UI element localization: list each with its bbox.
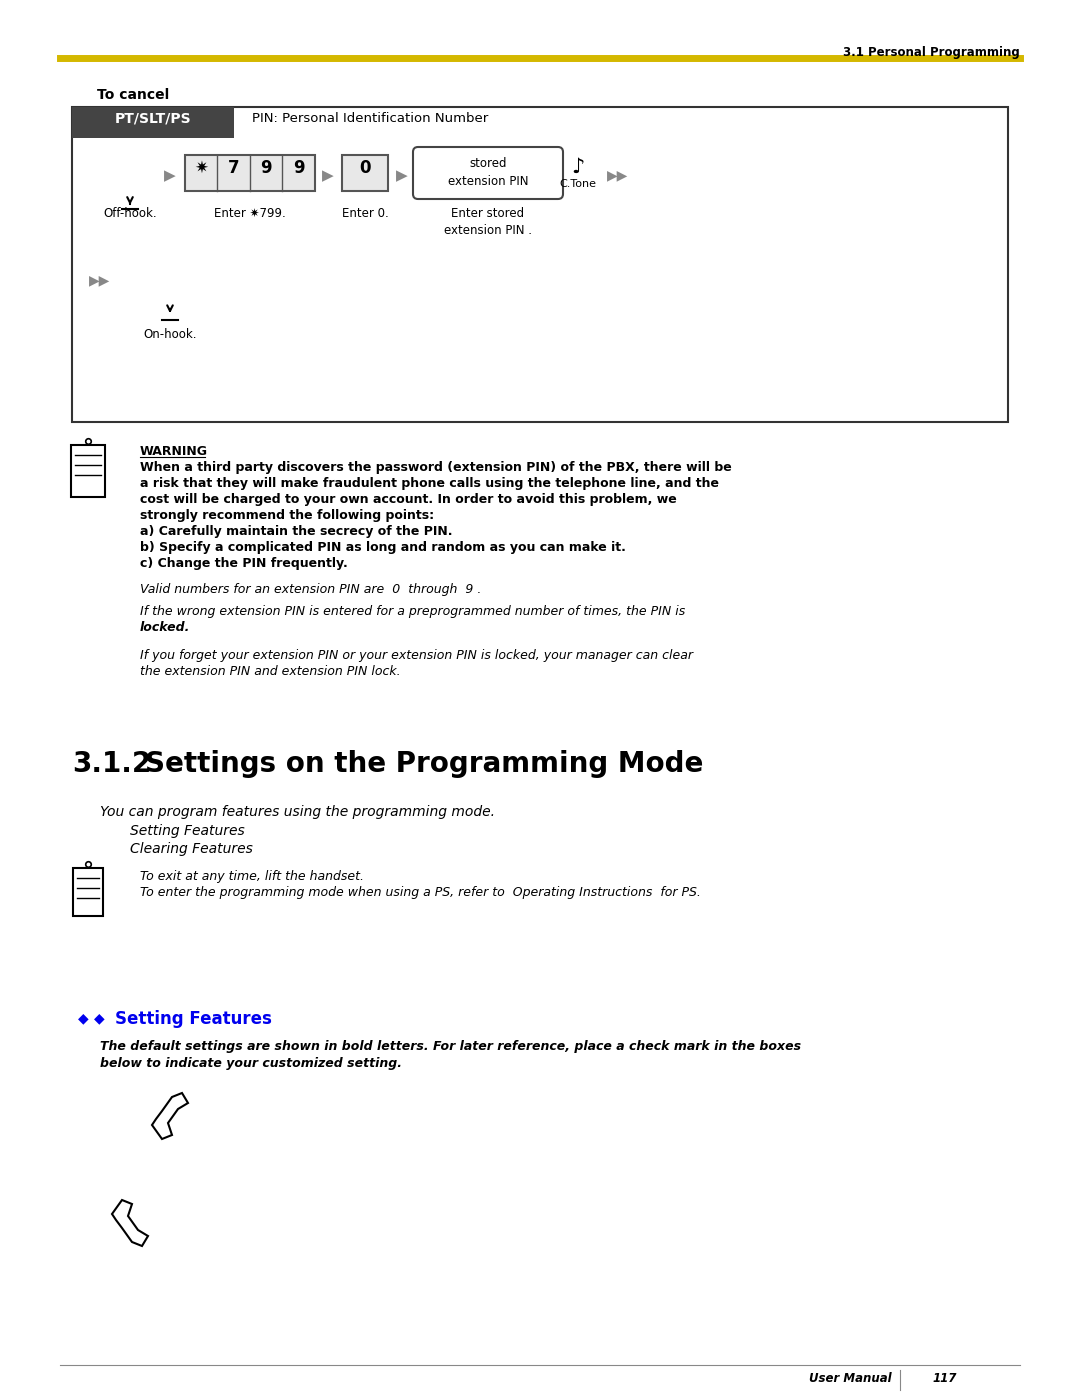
Text: 117: 117: [933, 1372, 957, 1384]
Text: a) Carefully maintain the secrecy of the PIN.: a) Carefully maintain the secrecy of the…: [140, 525, 453, 538]
Text: Enter stored
extension PIN .: Enter stored extension PIN .: [444, 207, 532, 237]
Text: below to indicate your customized setting.: below to indicate your customized settin…: [100, 1058, 402, 1070]
Bar: [72, 108, 1008, 422]
Text: To exit at any time, lift the handset.: To exit at any time, lift the handset.: [140, 870, 364, 883]
Text: PT/SLT/PS: PT/SLT/PS: [114, 112, 191, 126]
FancyBboxPatch shape: [413, 147, 563, 198]
Text: 0: 0: [360, 159, 370, 177]
Text: 9: 9: [260, 159, 272, 177]
Text: Enter ✷799.: Enter ✷799.: [214, 207, 286, 219]
Text: If you forget your extension PIN or your extension PIN is locked, your manager c: If you forget your extension PIN or your…: [140, 650, 693, 662]
Text: Setting Features: Setting Features: [130, 824, 245, 838]
Text: 9: 9: [293, 159, 305, 177]
Bar: [73, 868, 103, 916]
Text: If the wrong extension PIN is entered for a preprogrammed number of times, the P: If the wrong extension PIN is entered fo…: [140, 605, 685, 617]
Text: C.Tone: C.Tone: [559, 179, 596, 189]
Text: cost will be charged to your own account. In order to avoid this problem, we: cost will be charged to your own account…: [140, 493, 677, 506]
Text: ▶: ▶: [322, 168, 334, 183]
Text: the extension PIN and extension PIN lock.: the extension PIN and extension PIN lock…: [140, 665, 401, 678]
Text: Setting Features: Setting Features: [114, 1010, 272, 1028]
Text: locked.: locked.: [140, 622, 190, 634]
Text: The default settings are shown in bold letters. For later reference, place a che: The default settings are shown in bold l…: [100, 1039, 801, 1053]
Text: Clearing Features: Clearing Features: [130, 842, 253, 856]
Bar: [342, 155, 388, 191]
Text: a risk that they will make fraudulent phone calls using the telephone line, and : a risk that they will make fraudulent ph…: [140, 476, 719, 490]
Text: stored
extension PIN: stored extension PIN: [448, 156, 528, 189]
Text: ✷: ✷: [194, 159, 208, 177]
Text: WARNING: WARNING: [140, 446, 208, 458]
Text: ◆: ◆: [94, 1011, 105, 1025]
Text: Valid numbers for an extension PIN are  0  through  9 .: Valid numbers for an extension PIN are 0…: [140, 583, 482, 597]
Text: To cancel: To cancel: [97, 88, 170, 102]
Text: c) Change the PIN frequently.: c) Change the PIN frequently.: [140, 557, 348, 570]
Text: On-hook.: On-hook.: [144, 328, 197, 341]
Text: ▶: ▶: [396, 168, 408, 183]
Text: ◆: ◆: [78, 1011, 89, 1025]
Text: ▶: ▶: [164, 168, 176, 183]
Text: ▶▶: ▶▶: [607, 168, 629, 182]
Text: Settings on the Programming Mode: Settings on the Programming Mode: [145, 750, 703, 778]
Text: ▶▶: ▶▶: [90, 272, 110, 286]
Text: strongly recommend the following points:: strongly recommend the following points:: [140, 509, 434, 522]
Text: 3.1.2: 3.1.2: [72, 750, 151, 778]
Text: To enter the programming mode when using a PS, refer to  Operating Instructions : To enter the programming mode when using…: [140, 886, 701, 900]
Text: PIN: Personal Identification Number: PIN: Personal Identification Number: [252, 112, 488, 124]
Text: 7: 7: [228, 159, 240, 177]
Text: When a third party discovers the password (extension PIN) of the PBX, there will: When a third party discovers the passwor…: [140, 461, 732, 474]
Text: Enter 0.: Enter 0.: [341, 207, 389, 219]
Bar: [72, 108, 234, 138]
Text: ♪: ♪: [571, 156, 584, 177]
Bar: [185, 155, 315, 191]
Text: You can program features using the programming mode.: You can program features using the progr…: [100, 805, 495, 819]
Text: User Manual: User Manual: [809, 1372, 892, 1384]
Text: Off-hook.: Off-hook.: [104, 207, 157, 219]
Bar: [71, 446, 105, 497]
Text: 3.1 Personal Programming: 3.1 Personal Programming: [843, 46, 1020, 59]
Text: b) Specify a complicated PIN as long and random as you can make it.: b) Specify a complicated PIN as long and…: [140, 541, 626, 555]
